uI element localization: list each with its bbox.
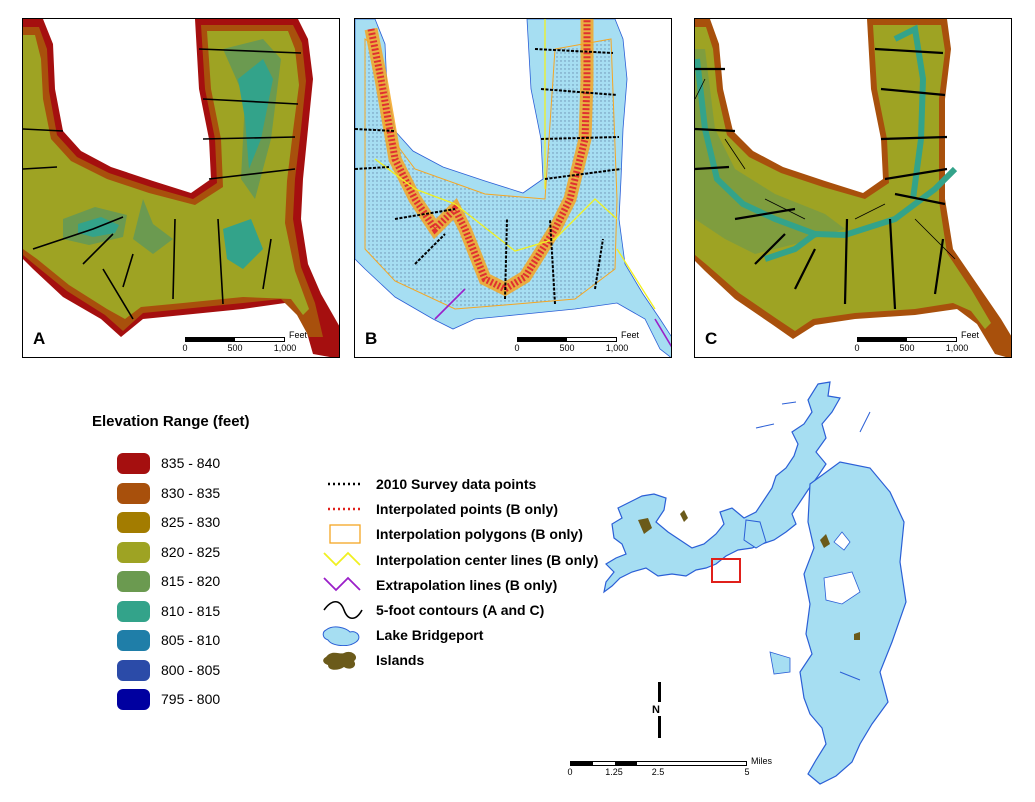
symbol-label: 5-foot contours (A and C): [376, 602, 545, 618]
panel-label: B: [365, 329, 378, 348]
elevation-range-label: 830 - 835: [161, 484, 221, 501]
elevation-swatch: [117, 512, 150, 533]
dots-black-icon: [328, 482, 360, 486]
zigzag-yellow-icon: [323, 551, 361, 566]
panel-label: C: [705, 329, 718, 348]
lake-blue-icon: [322, 626, 360, 647]
map-panel-c: C Feet 0 500 1,000: [694, 18, 1012, 358]
lake-bridgeport-map: [603, 381, 907, 785]
wave-black-icon: [323, 600, 363, 620]
overview-scale-bar: Miles 0 1.25 2.5 5: [567, 756, 800, 782]
elevation-swatch: [117, 600, 150, 622]
scale-unit: Feet: [961, 330, 980, 340]
elevation-range-label: 815 - 820: [161, 573, 221, 589]
map-panel-a: A Feet 0 500 1,000: [22, 18, 340, 358]
elevation-range-label: 805 - 810: [161, 632, 221, 648]
scale-unit: Feet: [289, 330, 308, 340]
scale-tick: 1,000: [605, 343, 629, 353]
symbol-label: 2010 Survey data points: [376, 476, 537, 492]
elevation-swatch: [117, 453, 150, 474]
symbol-label: Interpolation center lines (B only): [376, 551, 599, 568]
symbol-label: Lake Bridgeport: [376, 627, 484, 644]
scale-tick: 1,000: [273, 343, 297, 353]
scale-bar: Feet 0 500 1,000: [514, 330, 667, 353]
scale-tick: 0: [567, 767, 573, 777]
scale-tick: 0: [514, 343, 520, 353]
legend-title: Elevation Range (feet): [92, 413, 250, 430]
elevation-map-a: [23, 19, 339, 357]
north-arrow: N: [650, 680, 670, 740]
scale-unit: Feet: [621, 330, 640, 340]
symbol-label: Interpolation polygons (B only): [376, 526, 583, 543]
dots-red-icon: [328, 507, 360, 511]
scale-tick: 500: [559, 343, 575, 353]
scale-tick: 1,000: [945, 343, 969, 353]
symbol-label: Islands: [376, 652, 425, 669]
island-brown-icon: [323, 652, 357, 671]
locator-box: [711, 558, 741, 583]
scale-tick: 500: [899, 343, 915, 353]
elevation-range-label: 835 - 840: [161, 455, 221, 471]
elevation-swatch: [117, 689, 150, 710]
zigzag-purple-icon: [323, 576, 361, 592]
panel-label: A: [33, 329, 46, 348]
elevation-swatch: [117, 541, 150, 563]
interpolation-map-b: [355, 19, 671, 357]
polygon-orange-icon: [329, 524, 361, 545]
north-label: N: [652, 704, 660, 716]
scale-bar: Feet 0 500 1,000: [854, 330, 1007, 353]
elevation-swatch: [117, 571, 150, 592]
scale-tick: 1.25: [605, 767, 623, 777]
overview-map: [560, 372, 1030, 797]
elevation-range-label: 810 - 815: [161, 602, 221, 619]
scale-tick: 2.5: [651, 767, 665, 777]
elevation-map-c: [695, 19, 1011, 357]
elevation-range-label: 800 - 805: [161, 661, 221, 678]
map-panel-b: B Feet 0 500 1,000: [354, 18, 672, 358]
scale-tick: 5: [744, 767, 750, 777]
scale-tick: 500: [227, 343, 243, 353]
scale-unit: Miles: [751, 756, 773, 766]
symbol-label: Extrapolation lines (B only): [376, 576, 558, 593]
elevation-swatch: [117, 630, 150, 651]
symbol-label: Interpolated points (B only): [376, 501, 558, 518]
elevation-swatch: [117, 482, 150, 504]
elevation-range-label: 795 - 800: [161, 691, 221, 707]
scale-tick: 0: [182, 343, 188, 353]
elevation-swatch: [117, 659, 150, 681]
elevation-range-label: 825 - 830: [161, 514, 221, 530]
scale-tick: 0: [854, 343, 860, 353]
elevation-range-label: 820 - 825: [161, 543, 221, 560]
scale-bar: Feet 0 500 1,000: [182, 330, 335, 353]
